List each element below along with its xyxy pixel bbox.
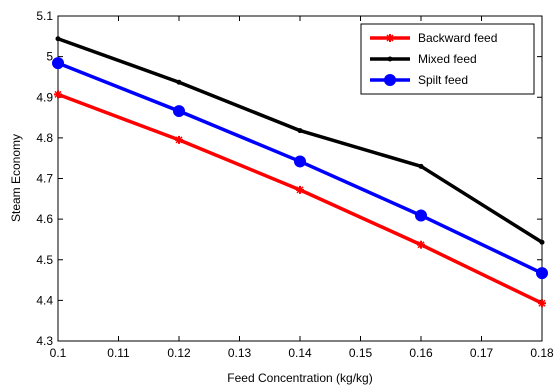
x-tick-label: 0.1	[50, 346, 67, 360]
y-tick-label: 5.1	[36, 9, 53, 23]
y-tick-label: 4.9	[36, 90, 53, 104]
y-tick-label: 4.3	[36, 334, 53, 348]
data-point	[415, 209, 427, 222]
data-point	[175, 135, 183, 144]
x-tick-label: 0.18	[530, 346, 554, 360]
series-layer	[52, 36, 548, 308]
data-point	[297, 128, 303, 134]
series-spilt-feed	[52, 57, 548, 280]
y-tick-label: 4.4	[36, 293, 53, 307]
y-tick-label: 4.7	[36, 172, 53, 186]
x-tick-label: 0.13	[228, 346, 252, 360]
data-point	[296, 185, 304, 194]
data-point	[536, 267, 548, 280]
x-tick-label: 0.14	[288, 346, 312, 360]
y-tick-label: 5	[46, 50, 53, 64]
data-point	[52, 57, 64, 70]
x-axis-label: Feed Concentration (kg/kg)	[227, 371, 372, 385]
x-tick-label: 0.12	[167, 346, 191, 360]
legend-label: Mixed feed	[418, 52, 477, 66]
x-tick-label: 0.16	[409, 346, 433, 360]
data-point	[387, 56, 393, 62]
y-tick-label: 4.8	[36, 131, 53, 145]
y-tick-label: 4.5	[36, 253, 53, 267]
data-point	[417, 240, 425, 249]
legend-entry: Spilt feed	[370, 73, 468, 87]
x-tick-label: 0.15	[349, 346, 373, 360]
series-backward-feed	[54, 90, 546, 308]
legend-label: Spilt feed	[418, 73, 468, 87]
data-point	[173, 105, 185, 118]
data-point	[539, 239, 545, 245]
legend-entry: Backward feed	[370, 31, 497, 45]
data-point	[54, 90, 62, 99]
data-point	[384, 74, 396, 86]
x-tick-label: 0.11	[107, 346, 130, 360]
series-mixed-feed	[55, 36, 545, 245]
legend-entry: Mixed feed	[370, 52, 477, 66]
data-point	[294, 155, 306, 168]
x-axis-ticks: 0.1 0.11 0.12 0.13 0.14 0.15 0.16 0.17 0.18	[50, 16, 554, 360]
data-point	[386, 34, 394, 42]
data-point	[176, 79, 182, 85]
legend-label: Backward feed	[418, 31, 497, 45]
y-axis-label: Steam Economy	[9, 134, 23, 222]
data-point	[538, 299, 546, 308]
data-point	[55, 36, 61, 42]
y-tick-label: 4.6	[36, 212, 53, 226]
data-point	[418, 163, 424, 169]
x-tick-label: 0.17	[470, 346, 494, 360]
legend: Backward feed Mixed feed Spilt feed	[360, 23, 535, 95]
